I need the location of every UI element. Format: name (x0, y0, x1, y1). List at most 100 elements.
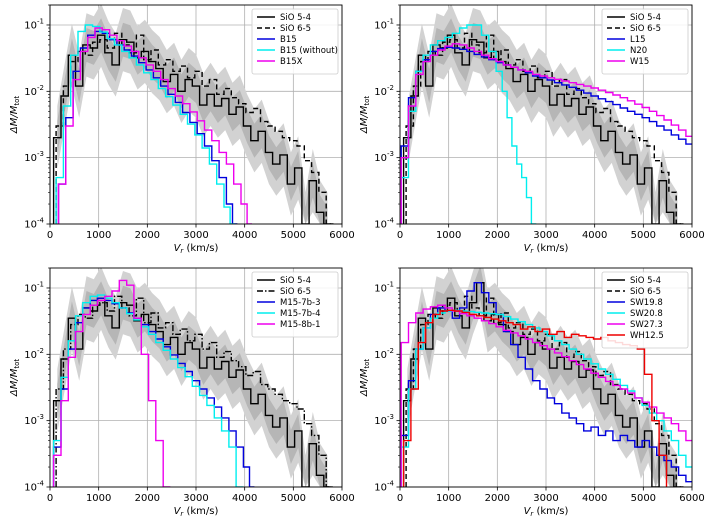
x-tick-label: 3000 (183, 493, 208, 504)
y-tick-label: 10-2 (24, 84, 44, 98)
series-b15x (57, 27, 252, 224)
legend-label: SiO 5-4 (630, 13, 661, 23)
x-tick-label: 0 (397, 230, 403, 241)
series-w15 (400, 43, 692, 224)
series-sio-5-4 (402, 34, 681, 224)
legend-label: M15-7b-3 (280, 298, 321, 308)
y-tick-label: 10-3 (374, 413, 394, 427)
legend-label: WH12.5 (630, 331, 664, 341)
y-tick-label: 10-1 (24, 280, 44, 294)
x-tick-label: 2000 (135, 230, 160, 241)
x-tick-label: 4000 (582, 230, 607, 241)
x-tick-label: 2000 (135, 493, 160, 504)
x-tick-label: 0 (47, 230, 53, 241)
y-tick-label: 10-1 (374, 17, 394, 31)
x-tick-label: 0 (47, 493, 53, 504)
series-sio-6-5 (405, 295, 684, 487)
legend-label: M15-7b-4 (280, 309, 321, 319)
legend-label: B15 (280, 35, 297, 45)
legend-label: SW19.8 (630, 298, 663, 308)
series-n20 (400, 24, 537, 224)
x-tick-label: 5000 (281, 493, 306, 504)
legend-label: SiO 6-5 (280, 24, 311, 34)
y-tick-label: 10-4 (374, 217, 394, 231)
x-tick-label: 1000 (86, 230, 111, 241)
x-tick-label: 0 (397, 493, 403, 504)
x-tick-label: 6000 (679, 493, 704, 504)
series-m15-8b-1 (52, 279, 171, 487)
series-m15-7b-4 (52, 294, 244, 487)
x-tick-label: 3000 (533, 493, 558, 504)
series-b15-without- (55, 24, 235, 224)
y-tick-label: 10-4 (24, 217, 44, 231)
legend-label: SW20.8 (630, 309, 663, 319)
y-axis-label: ΔM/Mtot (359, 359, 371, 397)
uncertainty-band-1 (57, 5, 328, 224)
x-tick-label: 5000 (631, 493, 656, 504)
y-tick-label: 10-3 (374, 150, 394, 164)
x-tick-label: 5000 (281, 230, 306, 241)
y-tick-label: 10-2 (24, 347, 44, 361)
legend-label: L15 (630, 35, 646, 45)
x-tick-label: 1000 (86, 493, 111, 504)
legend-label: W15 (630, 57, 649, 67)
series-sio-6-5 (55, 295, 334, 487)
legend-box (251, 8, 339, 75)
plot-area (400, 268, 692, 487)
x-tick-label: 6000 (329, 493, 354, 504)
plot-area (52, 5, 334, 224)
legend-label: B15X (280, 57, 303, 67)
x-axis-label: Vr (km/s) (524, 243, 569, 255)
y-tick-label: 10-3 (24, 150, 44, 164)
y-tick-label: 10-2 (374, 84, 394, 98)
x-tick-label: 4000 (582, 493, 607, 504)
x-axis-label: Vr (km/s) (524, 506, 569, 518)
legend-label: SW27.3 (630, 320, 663, 330)
y-tick-label: 10-4 (374, 480, 394, 494)
series-sio-6-5 (55, 32, 334, 224)
x-tick-label: 2000 (485, 230, 510, 241)
legend-label: SiO 6-5 (630, 287, 661, 297)
panel-top-left: 0 1000 2000 3000 4000 5000 6000 10-4 10-3 10-2 10-… (9, 4, 355, 255)
x-tick-label: 3000 (183, 230, 208, 241)
x-tick-label: 5000 (631, 230, 656, 241)
plot-area (400, 5, 692, 224)
panel-bottom-left: 0 1000 2000 3000 4000 5000 6000 10-4 10-3 10-2 10-… (9, 267, 355, 518)
legend-label: N20 (630, 46, 647, 56)
x-tick-label: 3000 (533, 230, 558, 241)
y-axis-label: ΔM/Mtot (359, 96, 371, 134)
series-l15 (400, 46, 692, 224)
panel-bottom-right: 0 1000 2000 3000 4000 5000 6000 10-4 10-3 10-2 10-… (359, 267, 705, 518)
legend-label: SiO 5-4 (630, 276, 661, 286)
x-tick-label: 2000 (485, 493, 510, 504)
legend-label: SiO 6-5 (630, 24, 661, 34)
series-m15-7b-3 (52, 297, 255, 487)
legend-label: B15 (without) (280, 46, 338, 56)
x-axis-label: Vr (km/s) (174, 243, 219, 255)
uncertainty-band-1 (407, 5, 678, 224)
panel-top-right: 0 1000 2000 3000 4000 5000 6000 10-4 10-3 10-2 10-… (359, 4, 705, 255)
legend-box (601, 8, 689, 75)
y-tick-label: 10-2 (374, 347, 394, 361)
x-tick-label: 6000 (679, 230, 704, 241)
y-tick-label: 10-1 (24, 17, 44, 31)
y-axis-label: ΔM/Mtot (9, 96, 21, 134)
series-sw27-3 (400, 304, 692, 487)
series-sio-5-4 (402, 282, 681, 487)
y-tick-label: 10-4 (24, 480, 44, 494)
series-sio-5-4 (52, 34, 332, 224)
x-tick-label: 1000 (436, 493, 461, 504)
plot-area (52, 268, 334, 487)
legend-box (251, 271, 339, 338)
x-tick-label: 6000 (329, 230, 354, 241)
legend-label: SiO 6-5 (280, 287, 311, 297)
x-tick-label: 4000 (232, 493, 257, 504)
uncertainty-band-1 (57, 268, 328, 487)
uncertainty-band-1 (407, 268, 678, 487)
y-tick-label: 10-1 (374, 280, 394, 294)
x-tick-label: 4000 (232, 230, 257, 241)
